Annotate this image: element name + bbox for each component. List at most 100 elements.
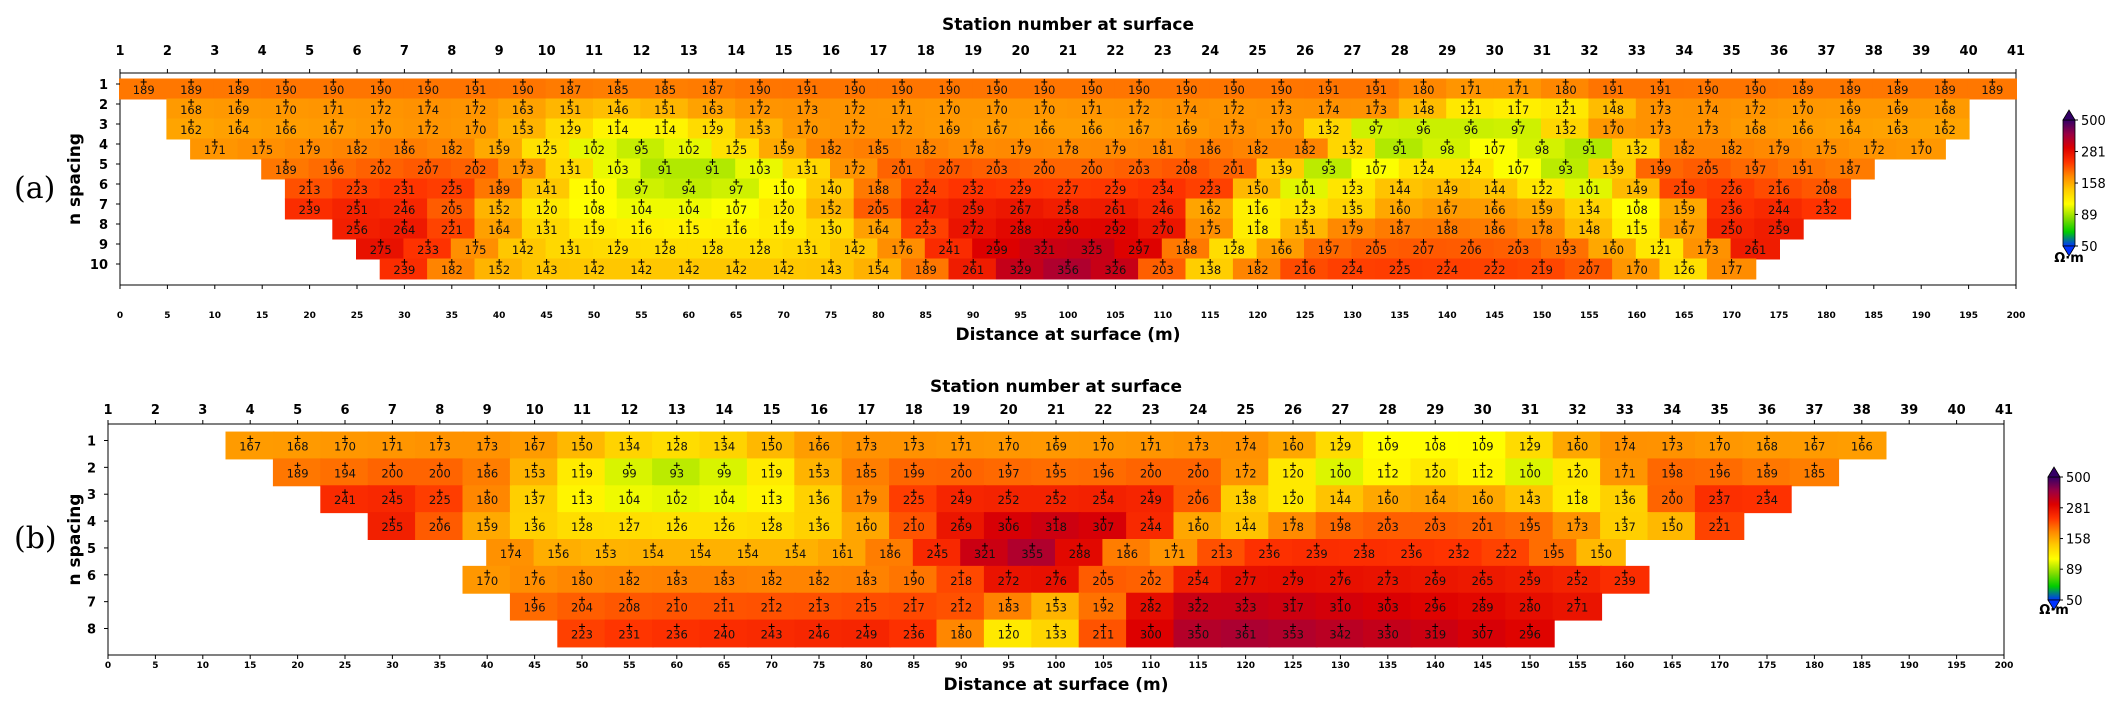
data-label: 279 [1282, 574, 1304, 588]
data-cell [758, 138, 809, 160]
data-label: 131 [559, 163, 581, 177]
data-point [993, 79, 1000, 85]
data-cell [1067, 98, 1117, 120]
data-point [993, 119, 1000, 125]
data-cell [1114, 238, 1164, 260]
data-point [1467, 99, 1474, 105]
data-label: 261 [962, 263, 984, 277]
distance-tick-label: 30 [386, 661, 399, 671]
data-cell [1422, 198, 1472, 220]
station-tick-label: 3 [210, 44, 219, 59]
data-point [804, 159, 811, 165]
data-label: 177 [1721, 263, 1743, 277]
data-cell [972, 238, 1022, 260]
data-label: 150 [571, 439, 593, 453]
data-label: 160 [1472, 493, 1494, 507]
data-point [1539, 199, 1545, 205]
data-cell [1872, 118, 1923, 140]
data-label: 232 [1448, 547, 1470, 561]
data-label: 128 [571, 520, 593, 534]
data-label: 195 [1519, 520, 1541, 534]
data-label: 211 [713, 601, 735, 615]
distance-tick-label: 135 [1378, 661, 1397, 671]
data-cell [1304, 118, 1354, 140]
data-label: 128 [666, 439, 688, 453]
station-tick-label: 40 [1948, 403, 1966, 418]
data-cell [119, 78, 169, 100]
data-point [1207, 139, 1214, 145]
data-label: 236 [903, 628, 925, 642]
data-label: 190 [1033, 83, 1055, 97]
data-point [1100, 596, 1107, 603]
station-tick-label: 1 [103, 403, 112, 418]
data-cell [830, 158, 880, 180]
data-label: 150 [1590, 547, 1612, 561]
data-label: 217 [903, 601, 925, 615]
data-point [1136, 79, 1143, 85]
data-label: 150 [1661, 520, 1683, 534]
data-point [1527, 462, 1533, 469]
data-point [1515, 79, 1522, 85]
data-label: 154 [737, 547, 759, 561]
data-point [1290, 623, 1296, 630]
n-tick-label: 2 [99, 98, 108, 113]
data-point [1432, 516, 1439, 523]
data-point [1147, 623, 1154, 630]
data-cell [1541, 78, 1591, 100]
data-point [1361, 542, 1368, 549]
data-label: 213 [808, 601, 830, 615]
data-point [1278, 159, 1285, 165]
data-label: 212 [761, 601, 783, 615]
data-label: 250 [1721, 223, 1743, 237]
station-tick-label: 7 [388, 403, 397, 418]
data-cell [948, 258, 998, 280]
data-label: 166 [1484, 203, 1506, 217]
data-point [1491, 219, 1498, 225]
data-cell [616, 258, 667, 280]
data-point [1100, 435, 1107, 442]
data-point [993, 159, 1000, 165]
n-tick-label: 4 [99, 138, 108, 153]
data-label: 160 [1602, 243, 1624, 257]
data-point [1207, 259, 1214, 265]
data-label: 282 [1140, 601, 1162, 615]
data-cell [1469, 258, 1520, 280]
data-label: 202 [1140, 574, 1162, 588]
data-label: 113 [571, 493, 593, 507]
data-label: 198 [1329, 520, 1351, 534]
data-point [638, 219, 645, 225]
data-cell [616, 178, 667, 200]
data-point [1017, 219, 1024, 225]
distance-tick-label: 130 [1331, 661, 1350, 671]
data-label: 112 [1472, 466, 1494, 480]
distance-tick-label: 55 [635, 311, 648, 321]
data-label: 99 [622, 466, 637, 480]
distance-tick-label: 110 [1153, 311, 1172, 321]
data-label: 176 [891, 243, 913, 257]
data-cell [1019, 238, 1069, 260]
station-tick-label: 4 [246, 403, 255, 418]
data-label: 170 [1602, 123, 1624, 137]
distance-tick-label: 10 [209, 311, 222, 321]
data-cell [1161, 158, 1212, 180]
data-cell [640, 78, 690, 100]
data-cell [284, 178, 335, 200]
data-cell [332, 198, 382, 220]
data-point [1065, 179, 1071, 185]
data-point [1420, 99, 1427, 105]
data-cell [308, 118, 358, 140]
colorbar-tick-label: 50 [2066, 594, 2083, 609]
data-label: 272 [998, 574, 1020, 588]
data-label: 153 [1045, 601, 1067, 615]
data-cell [1612, 258, 1662, 280]
distance-tick-label: 185 [1852, 661, 1871, 671]
distance-tick-label: 125 [1296, 311, 1315, 321]
data-point [1384, 435, 1391, 442]
station-tick-label: 17 [869, 44, 887, 59]
data-cell [1564, 198, 1615, 220]
data-label: 123 [1294, 203, 1316, 217]
data-label: 170 [334, 439, 356, 453]
data-cell [593, 98, 643, 120]
data-cell [1493, 158, 1543, 180]
data-point [531, 569, 538, 576]
